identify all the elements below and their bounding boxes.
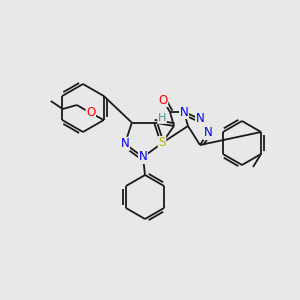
Text: N: N (139, 151, 147, 164)
Text: N: N (180, 106, 188, 118)
Text: H: H (158, 113, 166, 123)
Text: O: O (86, 106, 95, 119)
Text: N: N (121, 137, 129, 150)
Text: O: O (158, 94, 168, 106)
Text: S: S (158, 136, 166, 149)
Text: N: N (204, 127, 212, 140)
Text: N: N (196, 112, 204, 125)
